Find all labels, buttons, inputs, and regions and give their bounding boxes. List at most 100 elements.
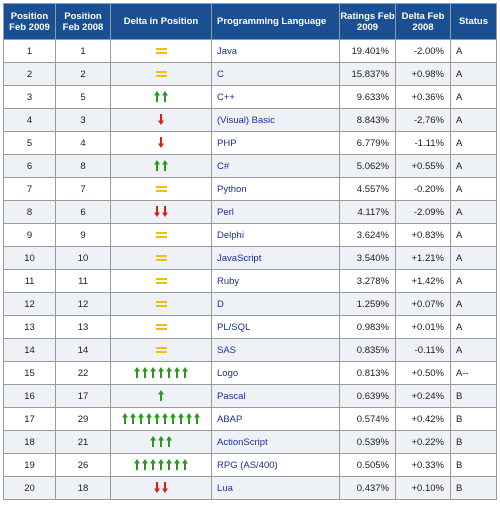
language-cell: C++ [211, 85, 340, 109]
language-cell: SAS [211, 338, 340, 362]
status-cell: A [450, 338, 497, 362]
table-row: 13 13 PL/SQL 0.983% +0.01% A [3, 315, 497, 339]
header-ratings[interactable]: Ratings Feb 2009 [339, 3, 396, 40]
language-link[interactable]: (Visual) Basic [217, 114, 275, 126]
position-prev-cell: 18 [55, 476, 111, 500]
language-link[interactable]: SAS [217, 344, 237, 356]
header-position-prev[interactable]: Position Feb 2008 [55, 3, 111, 40]
position-now-cell: 20 [3, 476, 56, 500]
rating-cell: 9.633% [339, 85, 396, 109]
rating-cell: 3.540% [339, 246, 396, 270]
rating-cell: 0.835% [339, 338, 396, 362]
language-cell: Perl [211, 200, 340, 224]
position-now-cell: 12 [3, 292, 56, 316]
status-cell: A-- [450, 361, 497, 385]
header-delta[interactable]: Delta Feb 2008 [395, 3, 451, 40]
language-cell: PHP [211, 131, 340, 155]
up-arrow-icon [142, 367, 148, 379]
delta-cell: +0.01% [395, 315, 451, 339]
table-row: 3 5 C++ 9.633% +0.36% A [3, 85, 497, 109]
language-link[interactable]: C [217, 68, 224, 80]
rating-cell: 15.837% [339, 62, 396, 86]
position-now-cell: 18 [3, 430, 56, 454]
up-arrow-icon [166, 367, 172, 379]
language-link[interactable]: Python [217, 183, 247, 195]
language-cell: ActionScript [211, 430, 340, 454]
up-arrow-icon [154, 413, 160, 425]
delta-position-cell [110, 200, 212, 224]
rating-cell: 0.983% [339, 315, 396, 339]
delta-cell: -2.00% [395, 39, 451, 63]
table-row: 9 9 Delphi 3.624% +0.83% A [3, 223, 497, 247]
language-link[interactable]: ABAP [217, 413, 243, 425]
down-arrow-icon [154, 206, 160, 218]
status-cell: A [450, 200, 497, 224]
status-cell: A [450, 315, 497, 339]
rating-cell: 0.813% [339, 361, 396, 385]
position-prev-cell: 14 [55, 338, 111, 362]
rating-cell: 8.843% [339, 108, 396, 132]
language-cell: (Visual) Basic [211, 108, 340, 132]
status-cell: A [450, 246, 497, 270]
up-arrow-icon [154, 91, 160, 103]
language-link[interactable]: Perl [217, 206, 234, 218]
up-arrow-icon [134, 367, 140, 379]
table-row: 6 8 C# 5.062% +0.55% A [3, 154, 497, 178]
rating-cell: 4.557% [339, 177, 396, 201]
up-arrow-icon [182, 367, 188, 379]
up-arrow-icon [158, 436, 164, 448]
table-row: 20 18 Lua 0.437% +0.10% B [3, 476, 497, 500]
delta-cell: -1.11% [395, 131, 451, 155]
language-link[interactable]: D [217, 298, 224, 310]
delta-cell: +0.07% [395, 292, 451, 316]
down-arrow-icon [162, 206, 168, 218]
position-now-cell: 1 [3, 39, 56, 63]
header-language[interactable]: Programming Language [211, 3, 340, 40]
delta-cell: +0.55% [395, 154, 451, 178]
up-arrow-icon [158, 367, 164, 379]
table-body: 1 1 Java 19.401% -2.00% A 2 2 C 15.837% +0.98% A 3 5 C… [3, 39, 497, 500]
language-link[interactable]: Lua [217, 482, 233, 494]
delta-position-cell [110, 407, 212, 431]
language-link[interactable]: Ruby [217, 275, 240, 287]
language-link[interactable]: ActionScript [217, 436, 268, 448]
up-arrow-icon [158, 459, 164, 471]
delta-cell: +0.83% [395, 223, 451, 247]
status-cell: A [450, 85, 497, 109]
position-now-cell: 3 [3, 85, 56, 109]
up-arrow-icon [146, 413, 152, 425]
delta-position-cell [110, 384, 212, 408]
delta-position-cell [110, 62, 212, 86]
up-arrow-icon [130, 413, 136, 425]
language-cell: Java [211, 39, 340, 63]
language-cell: Pascal [211, 384, 340, 408]
language-link[interactable]: JavaScript [217, 252, 262, 264]
status-cell: B [450, 476, 497, 500]
header-status[interactable]: Status [450, 3, 497, 40]
language-link[interactable]: C++ [217, 91, 235, 103]
language-link[interactable]: C# [217, 160, 230, 172]
delta-position-cell [110, 131, 212, 155]
table-row: 10 10 JavaScript 3.540% +1.21% A [3, 246, 497, 270]
header-row: Position Feb 2009 Position Feb 2008 Delt… [3, 3, 497, 40]
position-prev-cell: 3 [55, 108, 111, 132]
language-cell: PL/SQL [211, 315, 340, 339]
language-link[interactable]: Delphi [217, 229, 244, 241]
position-now-cell: 11 [3, 269, 56, 293]
equal-icon [155, 277, 167, 284]
language-link[interactable]: PL/SQL [217, 321, 251, 333]
language-link[interactable]: PHP [217, 137, 237, 149]
position-now-cell: 15 [3, 361, 56, 385]
header-delta-position[interactable]: Delta in Position [110, 3, 212, 40]
delta-cell: +0.22% [395, 430, 451, 454]
table-row: 4 3 (Visual) Basic 8.843% -2.76% A [3, 108, 497, 132]
language-link[interactable]: Logo [217, 367, 239, 379]
delta-cell: -0.11% [395, 338, 451, 362]
position-prev-cell: 29 [55, 407, 111, 431]
table-row: 17 29 ABAP 0.574% +0.42% B [3, 407, 497, 431]
language-link[interactable]: RPG (AS/400) [217, 459, 278, 471]
language-link[interactable]: Java [217, 45, 238, 57]
header-position-now[interactable]: Position Feb 2009 [3, 3, 56, 40]
up-arrow-icon [170, 413, 176, 425]
language-link[interactable]: Pascal [217, 390, 246, 402]
